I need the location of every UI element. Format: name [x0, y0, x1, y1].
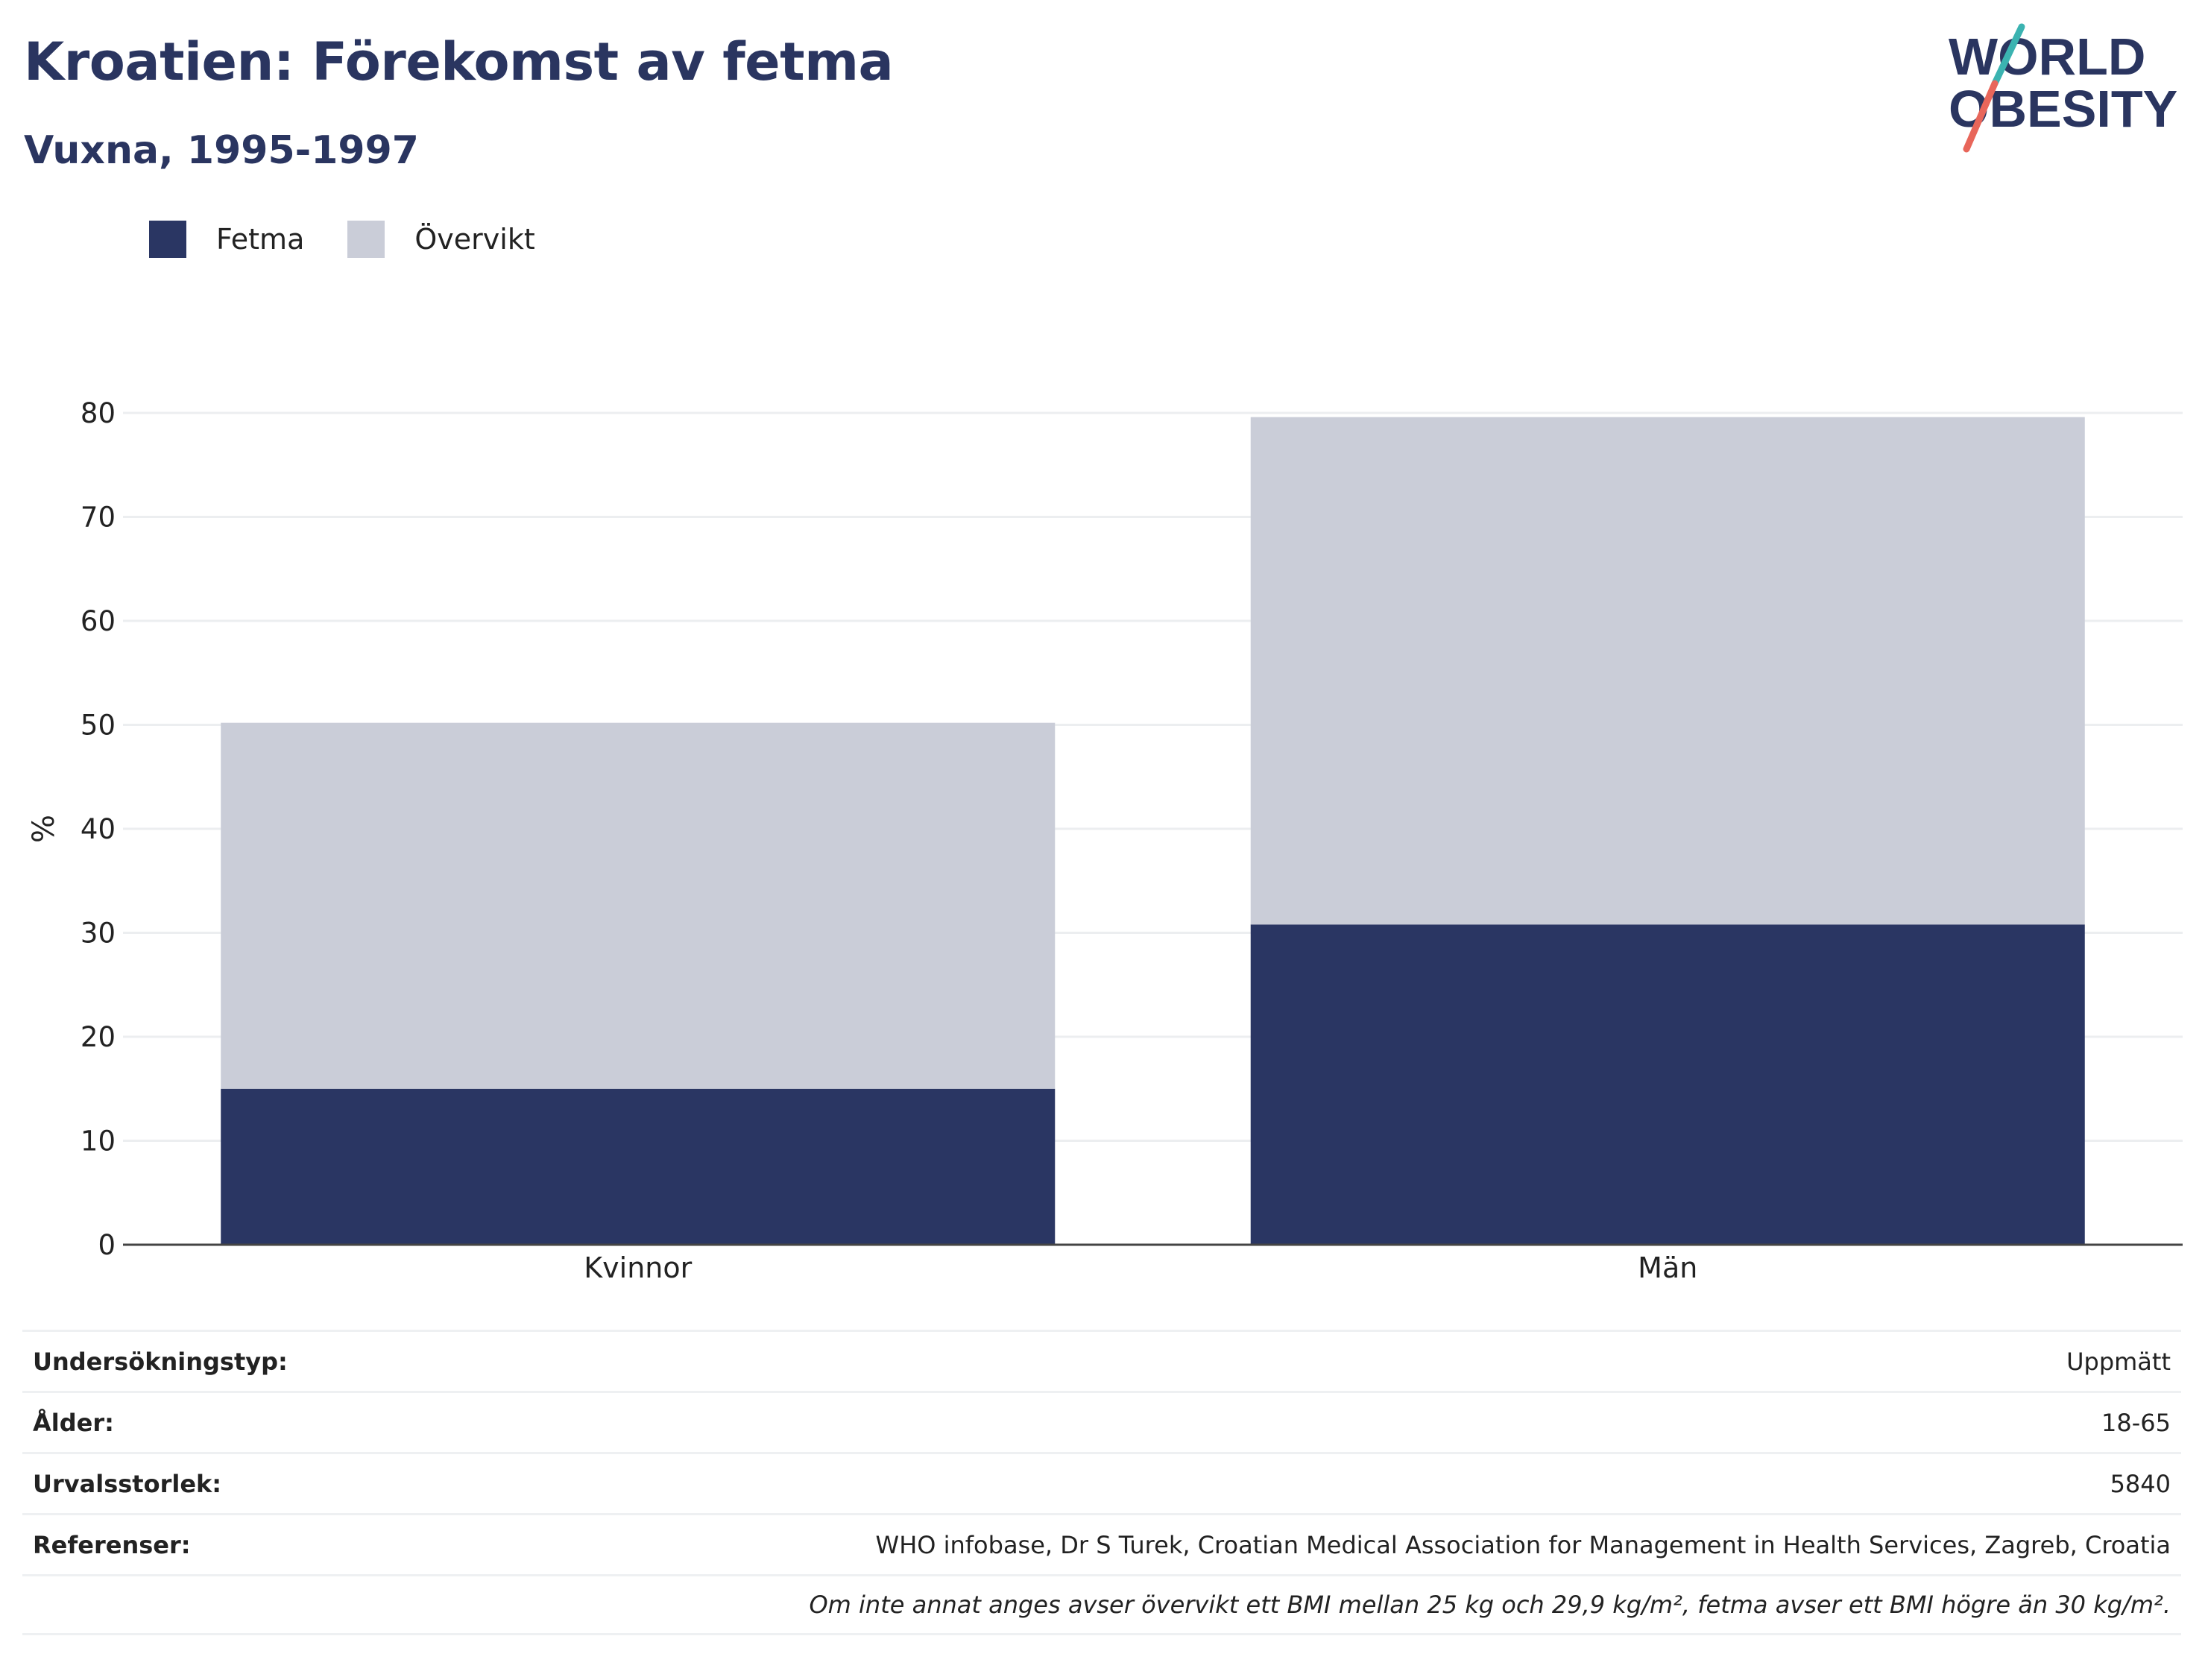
- info-row-references: Referenser: WHO infobase, Dr S Turek, Cr…: [22, 1513, 2181, 1574]
- info-value: 18-65: [2101, 1408, 2171, 1437]
- y-tick-label: 0: [98, 1229, 116, 1261]
- y-tick-label: 60: [81, 605, 116, 637]
- chart-legend: Fetma Övervikt: [149, 221, 578, 258]
- y-tick-label: 40: [81, 813, 116, 845]
- x-tick-label: Män: [1638, 1251, 1697, 1284]
- info-row-age: Ålder: 18-65: [22, 1391, 2181, 1452]
- info-row-note: Om inte annat anges avser övervikt ett B…: [22, 1574, 2181, 1635]
- info-label: Undersökningstyp:: [33, 1347, 288, 1376]
- info-value: Uppmätt: [2066, 1347, 2171, 1376]
- bar-fetma-man: [1250, 924, 2085, 1245]
- info-label: Referenser:: [33, 1530, 191, 1559]
- bar-chart: 0 10 20 30 40 50 60 70 80% Kvinnor Män: [27, 397, 2183, 1284]
- legend-swatch-overvikt: [347, 221, 385, 258]
- y-tick-label: 10: [81, 1125, 116, 1158]
- y-tick-label: 20: [81, 1021, 116, 1053]
- chart-subtitle: Vuxna, 1995-1997: [24, 128, 419, 173]
- info-row-sample-size: Urvalsstorlek: 5840: [22, 1452, 2181, 1513]
- info-label: Ålder:: [33, 1408, 114, 1437]
- y-tick-label: 50: [81, 710, 116, 742]
- bar-overvikt-kvinnor: [221, 722, 1056, 1089]
- info-row-survey-type: Undersökningstyp: Uppmätt: [22, 1330, 2181, 1391]
- y-tick-label: 70: [81, 502, 116, 534]
- y-tick-label: 30: [81, 918, 116, 950]
- info-value: WHO infobase, Dr S Turek, Croatian Medic…: [875, 1530, 2171, 1559]
- x-tick-label: Kvinnor: [584, 1251, 692, 1284]
- legend-item-fetma[interactable]: Fetma: [149, 221, 304, 258]
- bar-overvikt-man: [1250, 417, 2085, 925]
- world-obesity-logo: WORLD OBESITY: [1949, 23, 2177, 153]
- info-table: Undersökningstyp: Uppmätt Ålder: 18-65 U…: [22, 1330, 2181, 1635]
- legend-label-overvikt: Övervikt: [414, 223, 535, 256]
- legend-label-fetma: Fetma: [216, 223, 305, 256]
- y-tick-label: 80: [81, 397, 116, 429]
- legend-item-overvikt[interactable]: Övervikt: [347, 221, 535, 258]
- info-label: Urvalsstorlek:: [33, 1469, 222, 1498]
- bmi-note: Om inte annat anges avser övervikt ett B…: [809, 1591, 2171, 1619]
- logo-line-1: WORLD: [1949, 28, 2145, 86]
- info-value: 5840: [2110, 1469, 2171, 1498]
- chart-title: Kroatien: Förekomst av fetma: [24, 31, 894, 92]
- legend-swatch-fetma: [149, 221, 186, 258]
- bar-fetma-kvinnor: [221, 1088, 1056, 1245]
- y-axis-label: %: [27, 815, 61, 843]
